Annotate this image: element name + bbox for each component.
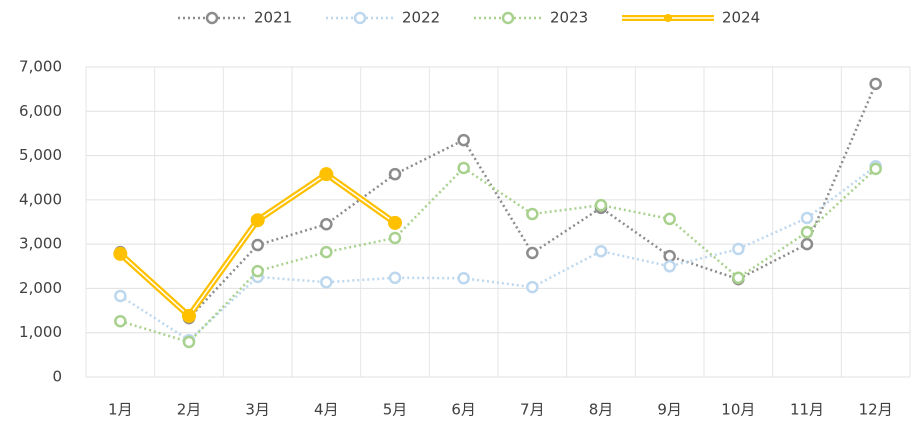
x-tick-label: 3月 (245, 401, 270, 419)
legend-marker (501, 11, 515, 25)
marker (457, 133, 470, 147)
marker (113, 246, 128, 261)
marker (320, 217, 333, 231)
x-tick-label: 4月 (314, 401, 339, 419)
marker (388, 167, 402, 181)
marker (388, 215, 402, 230)
x-tick-label: 8月 (589, 401, 614, 419)
legend-marker (664, 14, 672, 22)
marker (388, 271, 402, 285)
x-tick-label: 5月 (383, 401, 408, 419)
marker (663, 260, 676, 273)
y-tick-label: 6,000 (19, 102, 62, 120)
marker (526, 207, 539, 221)
marker (250, 213, 265, 228)
y-tick-label: 7,000 (19, 58, 62, 76)
x-tick-label: 1月 (108, 401, 133, 419)
marker (320, 275, 333, 289)
y-tick-label: 3,000 (19, 235, 62, 253)
marker (251, 238, 264, 252)
line (119, 165, 877, 342)
marker (594, 244, 608, 258)
line (119, 166, 877, 344)
marker (457, 271, 470, 285)
y-tick-label: 0 (52, 368, 62, 386)
marker (732, 271, 745, 285)
x-tick-label: 9月 (657, 401, 682, 419)
marker (732, 242, 745, 256)
marker (114, 289, 127, 303)
marker (526, 280, 539, 294)
legend-label: 2024 (722, 9, 760, 27)
x-tick-label: 10月 (721, 401, 755, 419)
marker (182, 335, 196, 349)
marker (526, 246, 539, 260)
marker (182, 308, 196, 323)
legend-label: 2022 (402, 9, 440, 27)
legend-marker (353, 11, 367, 25)
marker (800, 211, 814, 225)
x-tick-label: 7月 (520, 401, 545, 419)
marker (457, 161, 470, 175)
legend-label: 2021 (254, 9, 292, 27)
y-tick-label: 2,000 (19, 279, 62, 297)
marker (320, 245, 333, 259)
x-tick-label: 2月 (177, 401, 202, 419)
x-tick-label: 12月 (859, 401, 893, 419)
marker (869, 77, 882, 91)
legend-marker (205, 11, 219, 25)
marker (251, 264, 264, 278)
y-tick-label: 4,000 (19, 190, 62, 208)
marker (388, 231, 402, 245)
legend-label: 2023 (550, 9, 588, 27)
marker (663, 249, 676, 263)
x-tick-label: 6月 (451, 401, 476, 419)
marker (114, 314, 127, 328)
marker (594, 198, 608, 212)
y-tick-label: 5,000 (19, 146, 62, 164)
marker (319, 167, 334, 182)
marker (869, 162, 882, 176)
y-tick-label: 1,000 (19, 323, 62, 341)
marker (800, 237, 814, 251)
x-tick-label: 11月 (790, 401, 824, 419)
marker (663, 212, 676, 226)
marker (800, 225, 814, 239)
